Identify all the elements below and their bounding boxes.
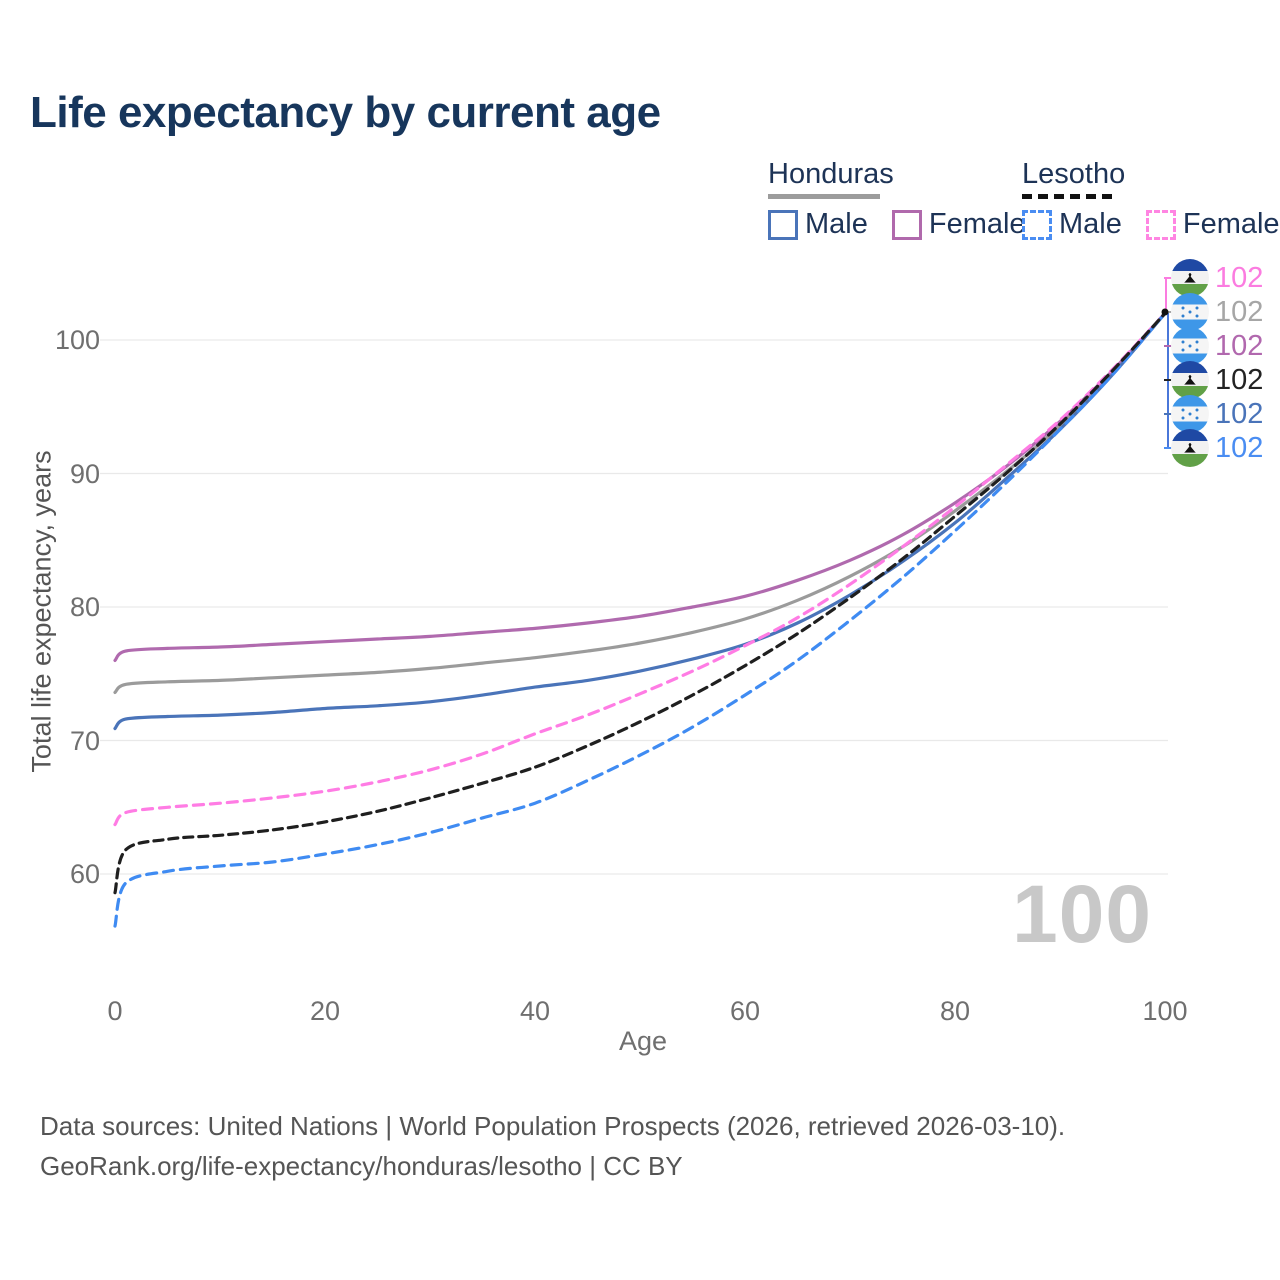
x-tick-label: 80: [939, 996, 971, 1026]
flag-icon-lesotho: [1171, 429, 1209, 467]
end-label-row-lesotho-female: 102: [1171, 259, 1263, 297]
series-line-lesotho-female[interactable]: [113, 311, 1167, 827]
legend-item-label: Male: [1059, 208, 1122, 240]
series-line-lesotho-both-sexes[interactable]: [113, 311, 1167, 895]
legend-group-honduras: Honduras Male Female: [768, 158, 1026, 241]
x-tick-label: 0: [107, 996, 123, 1026]
footer-data-sources: Data sources: United Nations | World Pop…: [40, 1111, 1066, 1141]
y-tick-label: 80: [69, 592, 100, 622]
convergence-point-marker: [1161, 308, 1169, 316]
series-line-honduras-male[interactable]: [113, 311, 1167, 731]
legend-group-lesotho: Lesotho Male Female: [1022, 158, 1280, 241]
legend-item-label: Male: [805, 208, 868, 240]
flag-icon-lesotho: [1171, 361, 1209, 399]
line-swatch-lesotho-male: [1022, 209, 1052, 240]
page-title: Life expectancy by current age: [30, 88, 661, 137]
end-label-value: 102: [1215, 261, 1264, 294]
series-line-honduras-female[interactable]: [113, 311, 1167, 662]
end-label-row-honduras-female: 102: [1171, 327, 1263, 365]
x-tick-label: 40: [519, 996, 551, 1026]
y-tick-label: 90: [69, 458, 100, 489]
legend-underline-dashed: [1022, 194, 1112, 199]
legend-item-label: Female: [928, 208, 1026, 240]
flag-icon-honduras: [1171, 293, 1209, 331]
legend-item-lesotho-female[interactable]: Female: [1145, 208, 1280, 241]
end-label-value: 102: [1215, 363, 1264, 396]
y-axis-title: Total life expectancy, years: [26, 450, 57, 773]
mokorotlo-hat-icon: [1184, 272, 1196, 283]
series-line-honduras-both-sexes[interactable]: [113, 311, 1167, 694]
mokorotlo-hat-icon: [1184, 442, 1196, 453]
x-axis-title: Age: [618, 1026, 668, 1056]
flag-icon-lesotho: [1171, 259, 1209, 297]
stars-icon: [1188, 344, 1192, 348]
end-label-value: 102: [1215, 397, 1264, 430]
legend-item-label: Female: [1182, 208, 1280, 240]
series-line-lesotho-male[interactable]: [113, 311, 1167, 928]
legend-underline-solid: [768, 194, 880, 199]
legend-country-lesotho[interactable]: Lesotho: [1022, 158, 1126, 190]
mokorotlo-hat-icon: [1184, 374, 1196, 385]
end-label-value: 102: [1215, 329, 1264, 362]
line-swatch-honduras-male: [768, 209, 798, 240]
end-label-row-honduras-both-sexes: 102: [1171, 293, 1263, 331]
footer-attribution: GeoRank.org/life-expectancy/honduras/les…: [40, 1151, 683, 1181]
x-tick-label: 20: [309, 996, 341, 1026]
stars-icon: [1188, 412, 1192, 416]
y-tick-label: 70: [69, 725, 100, 756]
line-swatch-lesotho-female: [1145, 209, 1176, 240]
end-label-value: 102: [1215, 295, 1264, 328]
end-label-row-honduras-male: 102: [1171, 395, 1263, 433]
end-label-row-lesotho-both-sexes: 102: [1171, 361, 1263, 399]
x-tick-label: 60: [729, 996, 761, 1026]
footer: Data sources: United Nations | World Pop…: [40, 1106, 1065, 1186]
age-indicator-watermark: 100: [1012, 869, 1152, 960]
legend-item-lesotho-male[interactable]: Male: [1022, 208, 1122, 241]
y-tick-label: 100: [54, 325, 100, 355]
legend-item-honduras-male[interactable]: Male: [768, 208, 868, 241]
stars-icon: [1188, 310, 1192, 314]
x-tick-label: 100: [1142, 996, 1188, 1026]
line-swatch-honduras-female: [891, 209, 922, 240]
y-tick-label: 60: [69, 859, 100, 889]
end-label-row-lesotho-male: 102: [1171, 429, 1263, 467]
legend-country-honduras[interactable]: Honduras: [768, 158, 894, 190]
end-label-value: 102: [1215, 431, 1264, 464]
flag-icon-honduras: [1171, 395, 1209, 433]
legend-item-honduras-female[interactable]: Female: [891, 208, 1026, 241]
flag-icon-honduras: [1171, 327, 1209, 365]
